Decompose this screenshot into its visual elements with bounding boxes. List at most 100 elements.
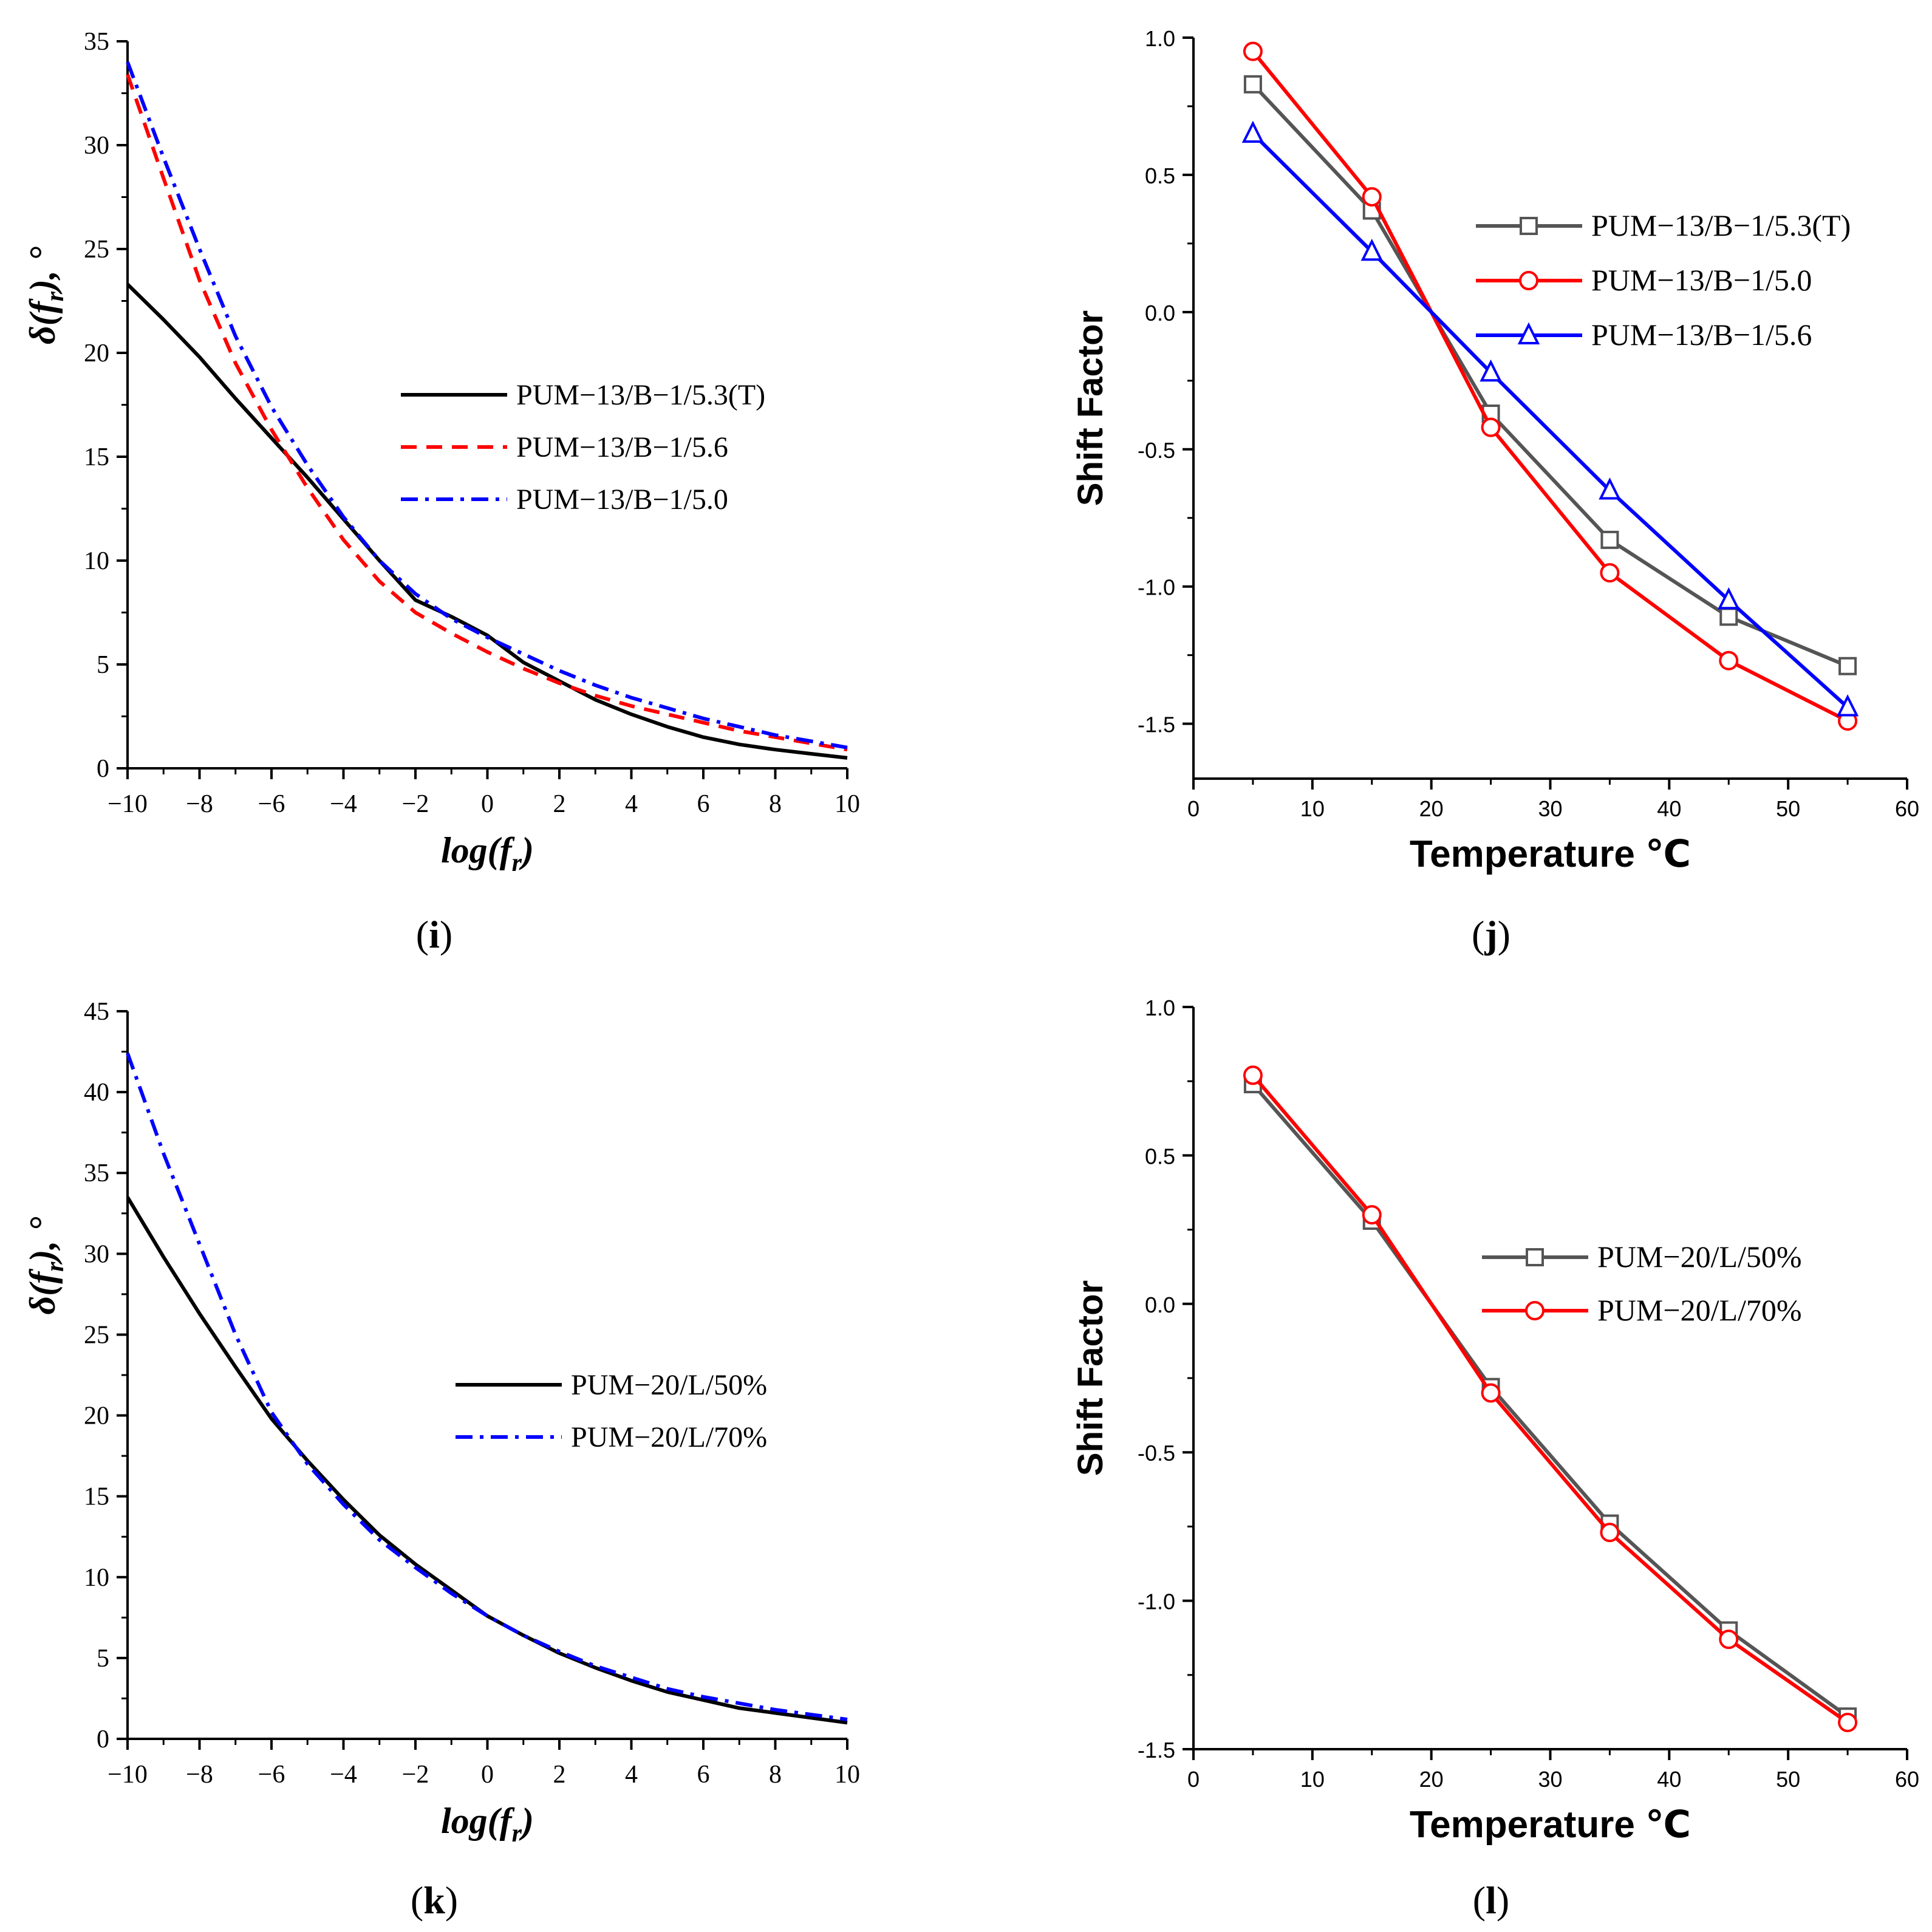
data-point-circle <box>1362 1205 1382 1225</box>
closing-paren: ) <box>519 1801 534 1841</box>
y-tick-label: -1.0 <box>1138 575 1175 600</box>
y-tick-label: 35 <box>84 1159 109 1187</box>
y-tick-label: 0.0 <box>1145 301 1175 326</box>
y-tick-label: -1.5 <box>1138 712 1175 737</box>
x-tick-label: 8 <box>769 1761 782 1789</box>
subscript-r: r <box>41 1261 69 1272</box>
data-point-triangle <box>1718 587 1740 610</box>
y-tick-label: 30 <box>84 1240 109 1268</box>
legend-label: PUM−20/L/70% <box>1597 1293 1802 1327</box>
y-tick-label: 20 <box>84 1402 109 1430</box>
x-tick-label: −6 <box>258 1761 285 1789</box>
panel-k: −10 −8 −6 −4 −2 0 2 4 6 8 10051015202530354045log(… <box>22 998 860 1922</box>
panel-label: (j) <box>1472 913 1510 956</box>
data-point-triangle <box>1360 239 1383 261</box>
data-point-circle <box>1600 563 1620 583</box>
x-tick-label: 20 <box>1419 1767 1444 1792</box>
data-point-triangle <box>1599 477 1621 500</box>
data-point-square <box>1719 607 1738 626</box>
data-point-circle <box>1362 187 1382 207</box>
y-tick-label: 30 <box>84 132 109 160</box>
data-point-circle <box>1600 1523 1620 1543</box>
x-tick-label: 10 <box>1300 1767 1325 1792</box>
x-tick-label: 20 <box>1419 796 1444 821</box>
x-tick-label: 50 <box>1776 796 1800 821</box>
y-tick-label: 0 <box>97 1725 109 1753</box>
series-line <box>1251 83 1849 668</box>
paren-close: ) <box>1498 913 1510 956</box>
legend-marker-square <box>1520 217 1538 235</box>
paren-close: ) <box>445 1879 458 1922</box>
series-line <box>1251 132 1849 709</box>
data-point-circle <box>1481 417 1501 437</box>
y-tick-label: 5 <box>97 1645 109 1673</box>
series-line <box>1251 1074 1849 1724</box>
x-tick-label: −8 <box>186 790 213 818</box>
y-tick-label: 10 <box>84 1564 109 1592</box>
series-line <box>126 1196 848 1725</box>
panel-j: 0 10 20 30 40 50 60 -1.5 -1.0 -0.5 0.0 0.5 1.0 Temper… <box>1071 26 1919 956</box>
data-point-triangle <box>1480 359 1502 382</box>
x-tick-label: 40 <box>1657 796 1681 821</box>
paren-open: ( <box>416 913 429 956</box>
series-line <box>1251 1083 1849 1718</box>
data-point-square <box>1243 75 1262 94</box>
panel-i: −10 −8 −6 −4 −2 0 2 4 6 8 1005101520253035log(fr)δ… <box>22 28 860 956</box>
x-tick-label: 8 <box>769 790 782 818</box>
x-tick-label: 0 <box>1187 1767 1200 1792</box>
legend-label: PUM−13/B−1/5.6 <box>516 431 728 463</box>
x-tick-label: 6 <box>697 790 710 818</box>
y-axis-label: δ(fr), ° <box>22 1217 69 1314</box>
x-tick-label: 0 <box>481 1761 494 1789</box>
y-tick-label: 20 <box>84 340 109 367</box>
legend-label: PUM−20/L/50% <box>1597 1240 1802 1274</box>
x-tick-label: −10 <box>108 1761 148 1789</box>
legend-label: PUM−20/L/50% <box>571 1369 767 1401</box>
legend-marker-circle <box>1519 271 1538 290</box>
y-tick-label: 1.0 <box>1145 26 1175 51</box>
closing-paren: ), ° <box>22 1217 63 1265</box>
data-point-circle <box>1838 1713 1858 1733</box>
x-tick-label: 60 <box>1895 1767 1919 1792</box>
y-tick-label: -1.0 <box>1138 1589 1175 1614</box>
y-tick-label: -0.5 <box>1138 438 1175 463</box>
series-line <box>1251 50 1849 723</box>
x-tick-label: 6 <box>697 1761 710 1789</box>
x-tick-label: −2 <box>402 790 429 818</box>
subscript-r: r <box>41 291 69 301</box>
y-tick-label: 25 <box>84 236 109 264</box>
x-tick-label: −4 <box>330 1761 357 1789</box>
x-tick-label: 0 <box>481 790 494 818</box>
paren-open: ( <box>411 1879 423 1922</box>
panel-letter: i <box>429 913 440 956</box>
panel-l: 0 10 20 30 40 50 60 -1.5 -1.0 -0.5 0.0 0.5 1.0 Temper… <box>1071 995 1919 1922</box>
x-axis-label: Temperature ℃ <box>1410 833 1691 875</box>
y-tick-label: -1.5 <box>1138 1738 1175 1763</box>
data-point-triangle <box>1836 694 1859 717</box>
series-line <box>126 73 848 752</box>
y-tick-label: 0.5 <box>1145 163 1175 188</box>
paren-close: ) <box>1497 1879 1509 1922</box>
y-tick-label: 0 <box>97 755 109 783</box>
panel-label: (k) <box>411 1879 458 1922</box>
y-tick-label: 15 <box>84 443 109 471</box>
x-tick-label: 10 <box>835 790 860 818</box>
subscript-r: r <box>512 1820 522 1848</box>
legend-label: PUM−13/B−1/5.3(T) <box>516 379 765 411</box>
x-tick-label: 10 <box>1300 796 1325 821</box>
y-tick-label: 1.0 <box>1145 995 1175 1020</box>
legend-label: PUM−20/L/70% <box>571 1421 767 1453</box>
x-tick-label: −2 <box>402 1761 429 1789</box>
y-tick-label: -0.5 <box>1138 1441 1175 1466</box>
legend-label: PUM−13/B−1/5.3(T) <box>1591 208 1851 242</box>
x-tick-label: 40 <box>1657 1767 1681 1792</box>
x-tick-label: −8 <box>186 1761 213 1789</box>
legend-label: PUM−13/B−1/5.6 <box>1591 318 1812 352</box>
y-tick-label: 15 <box>84 1483 109 1511</box>
y-tick-label: 5 <box>97 651 109 679</box>
data-point-circle <box>1243 1065 1263 1085</box>
x-tick-label: 60 <box>1895 796 1919 821</box>
x-tick-label: 4 <box>625 1761 638 1789</box>
panel-label: (i) <box>416 913 452 956</box>
